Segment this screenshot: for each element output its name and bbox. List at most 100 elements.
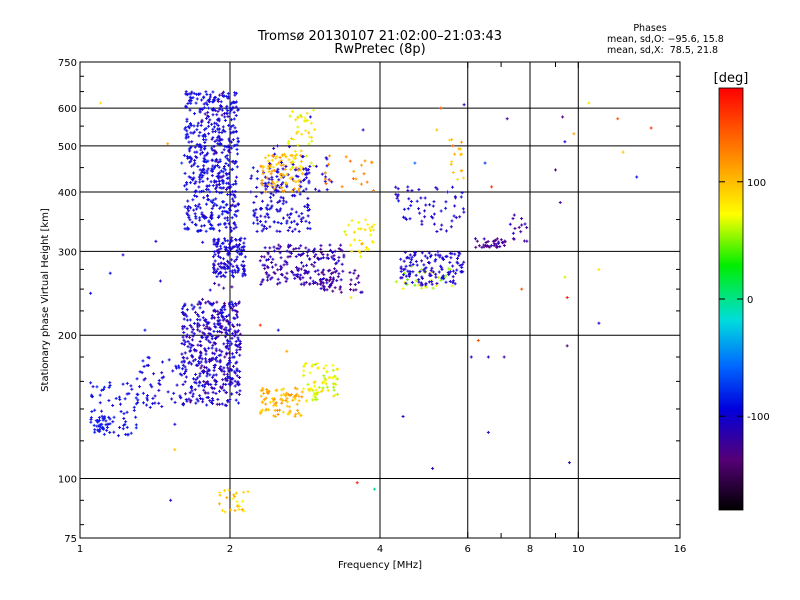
data-point — [236, 203, 240, 207]
data-point — [264, 258, 268, 262]
data-point — [215, 138, 219, 142]
data-point — [485, 244, 489, 248]
data-point — [349, 278, 353, 282]
data-point — [288, 250, 292, 254]
data-point — [502, 244, 506, 248]
data-point — [218, 270, 222, 274]
data-point — [237, 247, 241, 251]
data-point — [219, 175, 223, 179]
data-point — [216, 319, 220, 323]
data-point — [281, 163, 285, 167]
data-point — [439, 209, 443, 213]
data-point — [276, 184, 280, 188]
data-point — [324, 182, 328, 186]
data-point — [284, 279, 288, 283]
data-point — [188, 335, 192, 339]
data-point — [198, 329, 202, 333]
data-point — [420, 222, 424, 226]
data-point — [327, 279, 331, 283]
data-point — [211, 204, 215, 208]
data-point — [202, 102, 206, 106]
data-point — [226, 376, 230, 380]
data-point — [431, 286, 435, 290]
data-point — [196, 343, 200, 347]
data-point — [224, 246, 228, 250]
data-point — [98, 401, 102, 405]
data-point — [216, 272, 220, 276]
data-point — [119, 410, 123, 414]
data-point — [274, 401, 278, 405]
data-point — [355, 276, 359, 280]
data-point — [230, 336, 234, 340]
data-point — [178, 394, 182, 398]
data-point — [276, 277, 280, 281]
data-point — [302, 283, 306, 287]
data-point — [222, 206, 226, 210]
data-point — [222, 286, 226, 290]
data-point — [263, 267, 267, 271]
data-point — [100, 422, 104, 426]
data-point — [235, 175, 239, 179]
data-point — [192, 91, 196, 95]
data-point — [224, 346, 228, 350]
data-point — [437, 270, 441, 274]
data-point — [348, 271, 352, 275]
data-point — [349, 243, 353, 247]
data-point — [401, 287, 405, 291]
data-point — [230, 140, 234, 144]
data-point — [306, 196, 310, 200]
data-point — [354, 288, 358, 292]
data-point — [246, 490, 250, 494]
data-point — [210, 148, 214, 152]
data-point — [213, 308, 217, 312]
data-point — [225, 153, 229, 157]
data-point — [190, 90, 194, 94]
data-point — [234, 129, 238, 133]
data-point — [232, 100, 236, 104]
data-point — [230, 323, 234, 327]
data-point — [211, 343, 215, 347]
data-point — [354, 177, 358, 181]
data-point — [222, 94, 226, 98]
data-point — [136, 393, 140, 397]
data-point — [511, 217, 515, 221]
data-point — [205, 403, 209, 407]
data-point — [219, 365, 223, 369]
data-point — [188, 323, 192, 327]
data-point — [220, 305, 224, 309]
data-point — [322, 276, 326, 280]
data-point — [357, 221, 361, 225]
data-point — [192, 130, 196, 134]
data-point — [258, 219, 262, 223]
data-point — [191, 355, 195, 359]
data-point — [491, 239, 495, 243]
data-point — [183, 205, 187, 209]
data-point — [337, 272, 341, 276]
data-point — [306, 208, 310, 212]
data-point — [334, 382, 338, 386]
data-point — [412, 253, 416, 257]
y-tick-label: 500 — [58, 142, 77, 153]
data-point — [225, 112, 229, 116]
data-point — [183, 392, 187, 396]
data-point — [333, 267, 337, 271]
data-point — [450, 160, 454, 164]
data-point — [230, 342, 234, 346]
data-point — [499, 238, 503, 242]
data-point — [278, 229, 282, 233]
data-point — [325, 157, 329, 161]
data-point — [233, 309, 237, 313]
data-point — [316, 282, 320, 286]
data-point — [276, 221, 280, 225]
data-point — [195, 194, 199, 198]
data-point — [213, 202, 217, 206]
data-point — [363, 159, 367, 163]
data-point — [288, 176, 292, 180]
data-point — [295, 387, 299, 391]
data-point — [216, 315, 220, 319]
data-point — [191, 334, 195, 338]
data-point — [328, 178, 332, 182]
data-point — [312, 392, 316, 396]
data-point — [325, 370, 329, 374]
data-point — [218, 191, 222, 195]
